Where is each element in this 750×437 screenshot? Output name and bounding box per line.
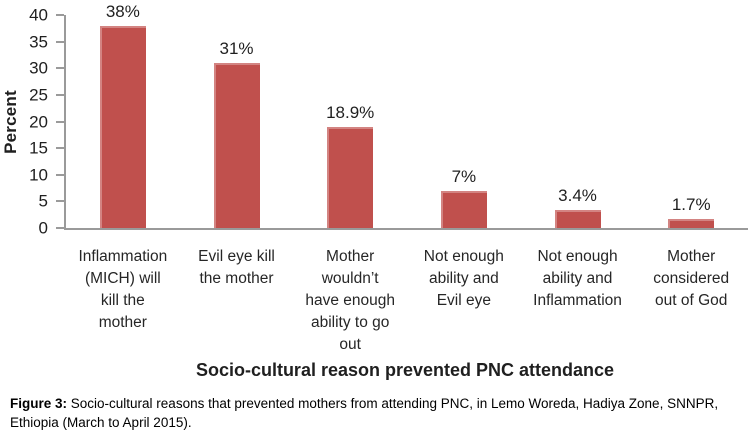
y-tick-label: 20	[29, 112, 48, 131]
figure-caption-text: Socio-cultural reasons that prevented mo…	[10, 396, 719, 430]
x-axis-category-labels: Inflammation (MICH) will kill the mother Evi…	[66, 246, 748, 356]
bar-column: 31%	[180, 15, 294, 228]
y-tick-label: 35	[29, 32, 48, 52]
y-tick-label: 40	[29, 5, 48, 25]
category-label: Evil eye kill the mother	[180, 246, 294, 356]
bar	[440, 190, 487, 228]
y-tick-label: 0	[38, 218, 48, 238]
y-tick-mark	[56, 93, 64, 96]
bar-value-label: 18.9%	[326, 103, 375, 123]
y-tick-mark	[56, 200, 64, 203]
category-label-line: out of God	[655, 292, 728, 309]
y-tick-mark	[56, 120, 64, 123]
category-label-line: out	[339, 336, 361, 353]
y-tick-mark	[56, 147, 64, 150]
category-label: Mother considered out of God	[634, 246, 748, 356]
category-label-line: the mother	[199, 270, 274, 287]
category-label-line: ability to go	[310, 314, 390, 331]
category-label-line: Not enough	[423, 248, 504, 265]
figure-caption: Figure 3: Socio-cultural reasons that pr…	[10, 394, 742, 432]
category-label-line: Inflammation	[78, 248, 168, 265]
y-tick-mark	[56, 227, 64, 229]
y-tick-label: 10	[29, 165, 48, 185]
bar-column: 3.4%	[521, 15, 635, 228]
y-tick-mark	[56, 173, 64, 176]
category-label-line: (MICH) will	[84, 270, 161, 287]
category-label-line: Evil eye kill	[198, 248, 275, 265]
y-tick-label: 5	[38, 191, 48, 211]
y-tick-mark	[56, 40, 64, 43]
category-label: Not enough ability and Evil eye	[407, 246, 521, 356]
plot-area	[64, 15, 748, 230]
category-label-line: have enough	[305, 292, 395, 309]
x-axis-title: Socio-cultural reason prevented PNC atte…	[195, 360, 615, 380]
bar-value-label: 7%	[451, 166, 477, 186]
category-label-line: Evil eye	[436, 292, 491, 309]
bar	[213, 62, 260, 228]
category-label: Not enough ability and Inflammation	[521, 246, 635, 356]
bar	[554, 209, 601, 228]
category-label-line: Inflammation	[533, 292, 622, 309]
bar-value-label: 38%	[105, 1, 140, 21]
bar-column: 7%	[407, 15, 521, 228]
category-label-line: considered	[653, 270, 730, 287]
category-label-line: mother	[98, 314, 147, 331]
category-label-line: ability and	[542, 270, 613, 287]
category-label-line: wouldn’t	[321, 270, 379, 287]
category-label-line: Mother	[326, 248, 375, 265]
bar-value-label: 1.7%	[671, 194, 711, 214]
category-label: Mother wouldn’t have enough ability to go ou…	[293, 246, 407, 356]
figure-caption-label: Figure 3:	[10, 396, 68, 411]
category-label: Inflammation (MICH) will kill the mother	[66, 246, 180, 356]
category-label-line: Not enough	[537, 248, 618, 265]
bar-column: 1.7%	[634, 15, 748, 228]
y-tick-mark	[56, 14, 64, 16]
y-tick-mark	[56, 67, 64, 70]
bar	[99, 25, 146, 228]
y-tick-label: 30	[29, 58, 48, 78]
category-label-line: Mother	[667, 248, 716, 265]
bar	[327, 127, 374, 228]
category-label-line: kill the	[100, 292, 145, 309]
category-label-line: ability and	[428, 270, 499, 287]
bar-value-label: 31%	[219, 38, 254, 58]
bar-value-label: 3.4%	[558, 185, 597, 205]
bar-column: 18.9%	[293, 15, 407, 228]
y-tick-label: 25	[29, 85, 48, 105]
bar	[668, 218, 715, 228]
y-tick-label: 15	[29, 138, 48, 158]
bar-column: 38%	[66, 2, 180, 228]
bar-series: 38% 31% 18.9% 7% 3.4% 1.7%	[66, 2, 748, 228]
